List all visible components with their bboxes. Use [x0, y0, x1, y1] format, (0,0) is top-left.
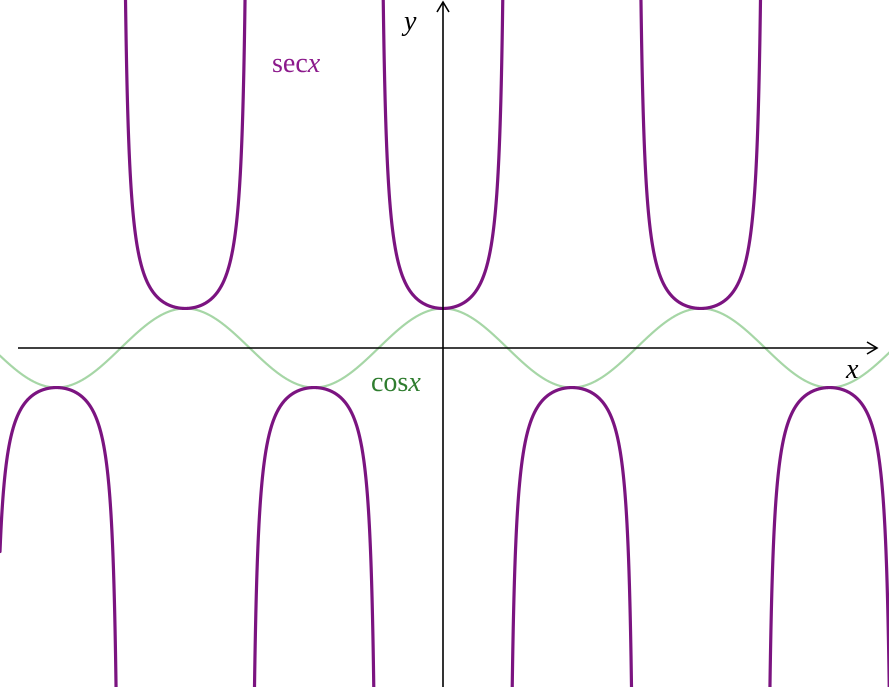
sec-label-prefix: sec: [272, 48, 308, 79]
sec-curve-segment-2: [252, 385, 376, 687]
cos-label-prefix: cos: [371, 367, 408, 398]
sec-curve-segment-0: [0, 385, 118, 687]
x-axis-arrowhead: [866, 341, 879, 355]
y-axis-arrowhead: [436, 0, 450, 13]
sec-curve-segment-1: [123, 0, 247, 311]
cos-label-var: x: [407, 367, 421, 398]
x-axis-label: x: [845, 354, 859, 385]
sec-label-var: x: [307, 48, 321, 79]
series-label-cos: cosx: [371, 367, 421, 398]
y-axis-label: y: [401, 6, 417, 37]
sec-curve-segment-5: [639, 0, 763, 311]
axes-layer: [18, 0, 879, 687]
series-label-sec: secx: [272, 48, 321, 79]
sec-curve-segment-4: [510, 385, 634, 687]
sec-curve-segment-6: [768, 385, 889, 687]
labels-layer: x y secx cosx: [272, 6, 859, 398]
